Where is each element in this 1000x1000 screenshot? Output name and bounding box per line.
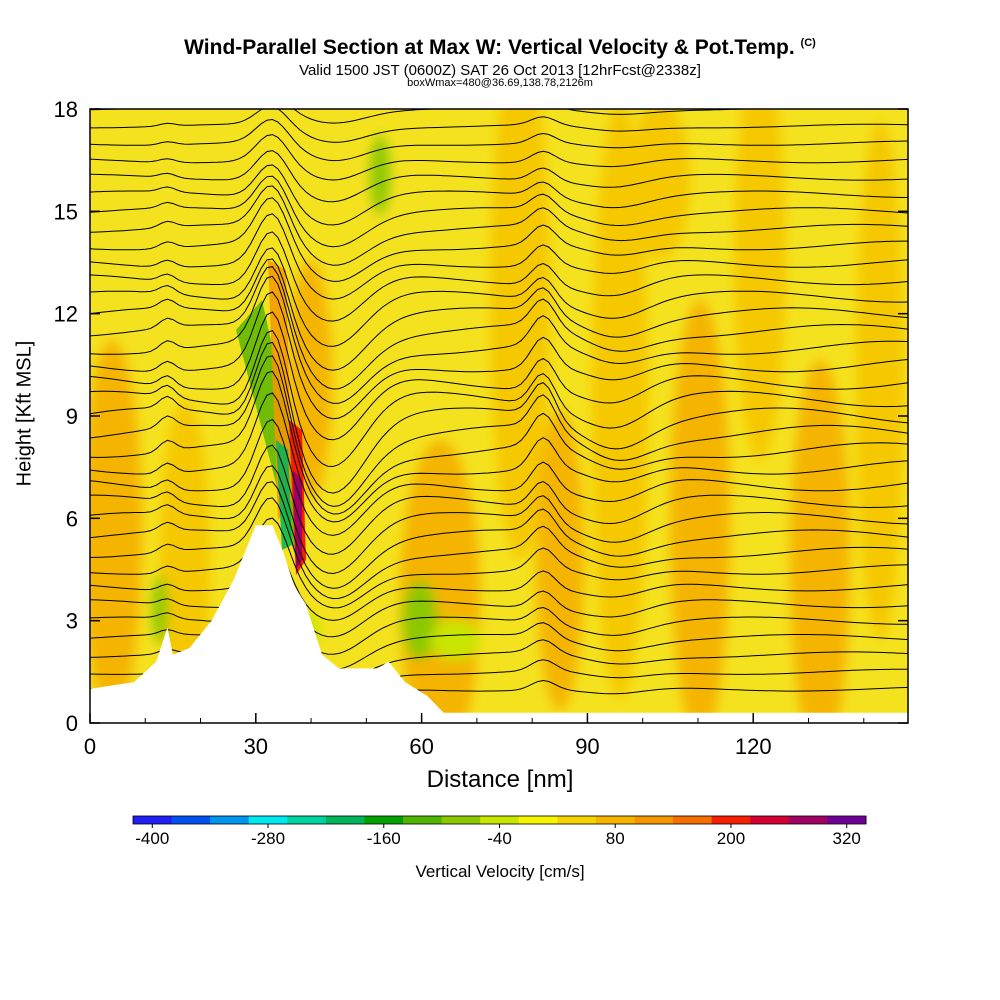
colorbar-swatch: [325, 816, 365, 824]
isentrope-line: [90, 392, 908, 523]
isentrope-line: [90, 185, 908, 266]
isentrope-line: [90, 247, 908, 347]
updraft-band-peak: [293, 470, 302, 570]
colorbar-swatch: [441, 816, 481, 824]
colorbar-tick-label: -160: [367, 829, 401, 848]
isentrope-line: [90, 355, 908, 507]
y-axis: 0 3 6 9 12 15 18: [54, 97, 908, 736]
isentrope-line: [90, 341, 908, 494]
y-tick-label: 6: [66, 506, 78, 531]
x-tick-label: 30: [244, 734, 268, 759]
isentrope-line: [90, 444, 908, 555]
colorbar-swatch: [364, 816, 404, 824]
isentrope-line: [90, 175, 908, 248]
x-tick-label: 120: [735, 734, 772, 759]
isentrope-line: [90, 258, 908, 371]
colorbar-swatch: [634, 816, 674, 824]
isentrope-line: [90, 266, 908, 390]
isentrope-line: [90, 465, 908, 575]
velocity-band: [90, 340, 142, 720]
velocity-band: [670, 300, 730, 723]
velocity-band: [370, 135, 390, 215]
isentrope-line: [90, 118, 908, 162]
x-tick-label: 90: [575, 734, 599, 759]
x-axis-label: Distance [nm]: [426, 766, 574, 793]
terrain: [90, 525, 908, 723]
isentrope-line: [90, 329, 908, 468]
chart-subtitle: Valid 1500 JST (0600Z) SAT 26 Oct 2013 […: [299, 62, 701, 79]
plot-area: [90, 82, 908, 723]
colorbar-label: Vertical Velocity [cm/s]: [415, 862, 585, 881]
y-tick-label: 3: [66, 609, 78, 634]
colorbar-tick-label: 80: [606, 829, 625, 848]
x-tick-label: 60: [409, 734, 433, 759]
title-mark: (C): [800, 37, 816, 49]
isentrope-line: [90, 82, 908, 102]
colorbar-swatch: [595, 816, 636, 824]
colorbar-tick-label: -400: [135, 829, 169, 848]
colorbar-swatch: [480, 816, 520, 824]
isentrope-line: [90, 291, 908, 420]
colorbar-tick-label: 200: [717, 829, 745, 848]
y-tick-label: 12: [54, 302, 78, 327]
isentrope-line: [90, 231, 908, 322]
colorbar: -400 -280 -160 -40 80 200 320: [132, 815, 867, 848]
isentrope-line: [90, 164, 908, 226]
isentrope-line: [90, 517, 908, 609]
velocity-band: [734, 109, 786, 460]
chart-title: Wind-Parallel Section at Max W: Vertical…: [184, 36, 816, 59]
colorbar-swatch: [171, 816, 211, 824]
isentrope-line: [90, 311, 908, 441]
isentrope-line: [90, 197, 908, 282]
x-tick-label: 0: [84, 734, 96, 759]
velocity-band: [790, 360, 850, 723]
colorbar-swatch: [557, 816, 597, 824]
colorbar-swatch: [287, 816, 327, 824]
colorbar-swatch: [248, 816, 288, 824]
colorbar-swatch: [673, 816, 713, 824]
colorbar-swatch: [133, 816, 173, 824]
y-tick-label: 0: [66, 711, 78, 736]
chart-subtitle-2: boxWmax=480@36.69,138.78,2126m: [407, 77, 593, 89]
y-tick-label: 15: [54, 199, 78, 224]
velocity-band: [536, 410, 584, 710]
colorbar-swatch: [750, 816, 790, 824]
isentrope-line: [90, 150, 908, 203]
velocity-band: [592, 109, 648, 700]
x-axis: 0 30 60 90 120: [84, 713, 865, 759]
colorbar-tick-label: -280: [251, 829, 285, 848]
velocity-band: [856, 120, 904, 640]
colorbar-swatch: [210, 816, 250, 824]
colorbar-swatch: [518, 816, 558, 824]
isentrope-line: [90, 481, 908, 589]
y-tick-label: 18: [54, 97, 78, 122]
velocity-band: [402, 580, 438, 660]
isentrope-line: [90, 134, 908, 181]
isentrope-line: [90, 109, 908, 143]
downdraft-band-core: [276, 440, 292, 550]
isentrope-line: [90, 497, 908, 600]
isentrope-line: [90, 418, 908, 536]
colorbar-tick-label: 320: [833, 829, 861, 848]
colorbar-swatch: [827, 816, 867, 824]
colorbar-swatch: [788, 816, 828, 824]
isentrope-line: [90, 541, 908, 621]
velocity-band: [430, 620, 480, 660]
isentrope-line: [90, 213, 908, 300]
isentrope-line: [90, 370, 908, 515]
colorbar-swatch: [711, 816, 751, 824]
velocity-band: [152, 575, 168, 645]
colorbar-tick-label: -40: [487, 829, 512, 848]
colorbar-swatch: [403, 816, 443, 824]
isentrope-line: [90, 275, 908, 404]
y-tick-label: 9: [66, 404, 78, 429]
